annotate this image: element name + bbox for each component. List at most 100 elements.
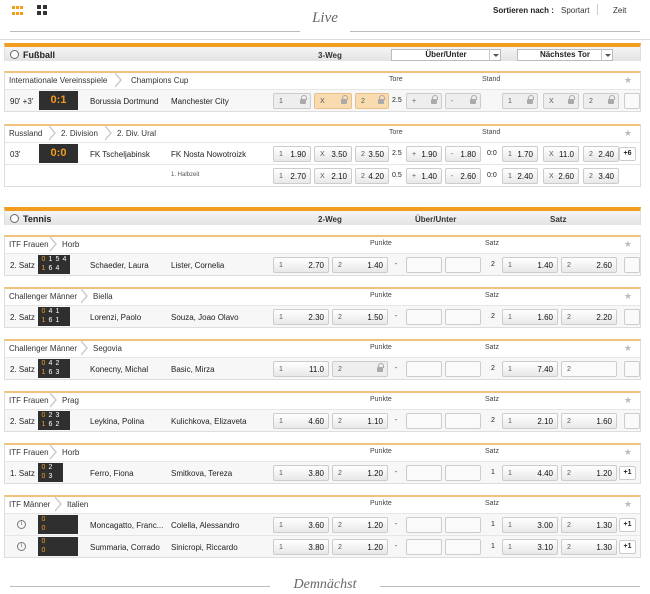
odds-button[interactable]: X 2.10 [314,168,352,184]
more-button[interactable] [624,309,640,325]
info-icon[interactable]: i [17,520,26,529]
breadcrumb[interactable]: Russland [9,129,43,138]
breadcrumb[interactable]: ITF Männer [9,500,51,509]
odds-button[interactable]: 2 1.20 [332,465,388,481]
odds-button[interactable]: 2 1.20 [561,465,617,481]
odds-button[interactable]: 1 1.60 [502,309,558,325]
odds-button[interactable]: 1 7.40 [502,361,558,377]
more-button[interactable] [624,361,640,377]
breadcrumb[interactable]: Prag [62,396,79,405]
star-icon[interactable]: ★ [623,75,632,85]
star-icon[interactable]: ★ [623,395,632,405]
odds-button[interactable]: 2 2.40 [583,146,619,162]
event-row[interactable]: 90' +3' 0:1 Borussia Dortmund Manchester… [5,89,640,111]
odds-button[interactable]: 2 [332,361,388,377]
odds-button[interactable]: X 11.0 [543,146,579,162]
odds-button[interactable]: 1 4.40 [502,465,558,481]
sort-option-zeit[interactable]: Zeit [613,6,627,15]
odds-button[interactable]: X [543,93,579,109]
odds-button[interactable]: 2 4.20 [355,168,389,184]
odds-button[interactable]: 2 1.40 [332,257,388,273]
odds-button[interactable] [445,361,481,377]
odds-button[interactable] [406,309,442,325]
odds-button[interactable] [406,413,442,429]
more-markets-button[interactable]: +1 [619,540,636,554]
odds-button[interactable]: - [445,93,481,109]
odds-button[interactable] [406,465,442,481]
odds-button[interactable]: 1 2.70 [273,168,311,184]
odds-button[interactable]: 1 11.0 [273,361,329,377]
breadcrumb[interactable]: Horb [62,448,80,457]
odds-button[interactable] [445,517,481,533]
market-dropdown[interactable]: Nächstes Tor [517,49,613,61]
odds-button[interactable] [445,257,481,273]
odds-button[interactable]: + [406,93,442,109]
odds-button[interactable]: 1 4.60 [273,413,329,429]
sport-header[interactable]: Tennis 2-Weg Über/Unter Satz [4,207,641,225]
odds-button[interactable]: 1 3.80 [273,539,329,555]
breadcrumb[interactable]: Biella [93,292,113,301]
odds-button[interactable]: 1 3.10 [502,539,558,555]
breadcrumb[interactable]: 2. Div. Ural [117,129,156,138]
grid-view-icon[interactable] [12,6,24,16]
breadcrumb[interactable]: Champions Cup [131,76,189,85]
odds-button[interactable]: 1 3.00 [502,517,558,533]
event-row[interactable]: 03' 0:0 FK Tscheljabinsk FK Nosta Nowotr… [5,142,640,164]
odds-button[interactable]: 2 [355,93,389,109]
odds-button[interactable]: 2 2.60 [561,257,617,273]
odds-button[interactable] [445,309,481,325]
odds-button[interactable]: 1 3.80 [273,465,329,481]
star-icon[interactable]: ★ [623,128,632,138]
odds-button[interactable]: 1 2.70 [273,257,329,273]
odds-button[interactable]: 1 [273,93,311,109]
odds-button[interactable]: X 3.50 [314,146,352,162]
odds-button[interactable]: 1 2.10 [502,413,558,429]
odds-button[interactable]: 2 2.20 [561,309,617,325]
odds-button[interactable]: 1 1.90 [273,146,311,162]
odds-button[interactable]: 1 3.60 [273,517,329,533]
odds-button[interactable] [445,465,481,481]
odds-button[interactable]: -1.80 [445,146,481,162]
star-icon[interactable]: ★ [623,343,632,353]
breadcrumb[interactable]: 2. Division [61,129,98,138]
odds-button[interactable]: 1 [502,93,538,109]
odds-button[interactable]: 2 1.20 [332,539,388,555]
breadcrumb[interactable]: ITF Frauen [9,240,49,249]
odds-button[interactable]: 2 1.50 [332,309,388,325]
breadcrumb[interactable]: ITF Frauen [9,396,49,405]
odds-button[interactable]: X 2.60 [543,168,579,184]
odds-button[interactable]: +1.40 [406,168,442,184]
odds-button[interactable]: 2 3.50 [355,146,389,162]
odds-button[interactable]: 2 1.30 [561,517,617,533]
breadcrumb[interactable]: Horb [62,240,80,249]
more-button[interactable] [624,93,640,109]
odds-button[interactable]: 2 [561,361,617,377]
more-button[interactable] [624,257,640,273]
star-icon[interactable]: ★ [623,291,632,301]
more-markets-button[interactable]: +6 [619,147,636,161]
event-row[interactable]: 1. Halbzeit 1 2.70 X 2.10 2 4.20 0.5 +1.40 … [5,164,640,186]
tile-view-icon[interactable] [37,5,47,15]
breadcrumb[interactable]: Internationale Vereinsspiele [9,76,108,85]
market-dropdown[interactable]: Über/Unter [391,49,501,61]
odds-button[interactable]: -2.60 [445,168,481,184]
odds-button[interactable]: +1.90 [406,146,442,162]
breadcrumb[interactable]: Italien [67,500,89,509]
breadcrumb[interactable]: Challenger Männer [9,292,78,301]
breadcrumb[interactable]: ITF Frauen [9,448,49,457]
more-markets-button[interactable]: +1 [619,466,636,480]
odds-button[interactable]: 2 1.10 [332,413,388,429]
odds-button[interactable]: 1 2.40 [502,168,538,184]
odds-button[interactable]: 2 1.30 [561,539,617,555]
odds-button[interactable]: 2 [583,93,619,109]
odds-button[interactable]: 1 1.70 [502,146,538,162]
odds-button[interactable]: 2 1.60 [561,413,617,429]
odds-button[interactable] [445,413,481,429]
more-markets-button[interactable]: +1 [619,518,636,532]
